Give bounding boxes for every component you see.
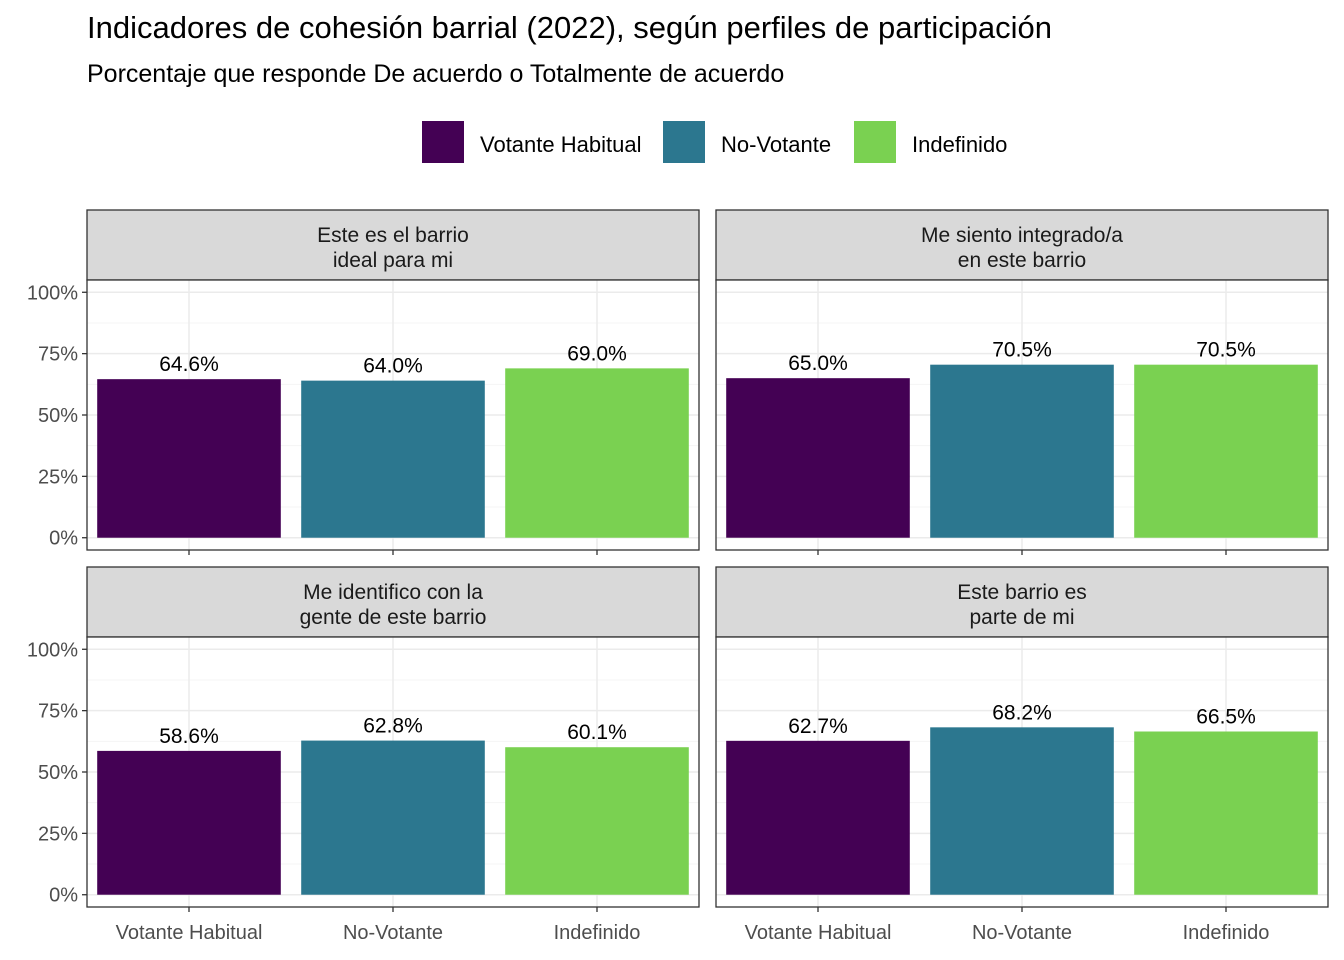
legend-swatch (422, 121, 464, 163)
bar-value-label: 58.6% (159, 725, 219, 748)
strip-label: Este barrio es (957, 581, 1087, 604)
bar (301, 380, 485, 538)
y-tick-label: 0% (49, 528, 78, 550)
y-tick-label: 50% (38, 405, 78, 427)
bar-value-label: 64.6% (159, 353, 219, 376)
bar-value-label: 70.5% (1196, 339, 1256, 362)
bar (97, 379, 281, 538)
y-tick-label: 100% (27, 282, 78, 304)
facet-panel: Me siento integrado/aen este barrio 65.0%… (715, 209, 1329, 555)
legend-item: Indefinido (854, 121, 1007, 163)
x-tick-label: Indefinido (554, 922, 641, 944)
legend-label: Indefinido (912, 132, 1007, 157)
x-tick-label: Indefinido (1183, 922, 1270, 944)
strip-label: parte de mi (969, 606, 1074, 629)
bar-value-label: 64.0% (363, 355, 423, 378)
y-tick-label: 0% (49, 885, 78, 907)
legend-label: Votante Habitual (480, 132, 641, 157)
strip-label: en este barrio (958, 249, 1086, 272)
x-tick-label: No-Votante (972, 922, 1072, 944)
strip-background (86, 566, 700, 638)
bar-value-label: 62.7% (788, 715, 848, 738)
strip-label: Me siento integrado/a (921, 224, 1123, 247)
strip-label: Este es el barrio (317, 224, 469, 247)
strip-background (715, 566, 1329, 638)
legend-swatch (663, 121, 705, 163)
bar-value-label: 65.0% (788, 352, 848, 375)
bar (1134, 364, 1318, 538)
legend-label: No-Votante (721, 132, 831, 157)
bar-value-label: 69.0% (567, 342, 627, 365)
y-tick-label: 25% (38, 823, 78, 845)
bar-value-label: 62.8% (363, 715, 423, 738)
strip-label: ideal para mi (333, 249, 453, 272)
bar-value-label: 60.1% (567, 721, 627, 744)
bar (505, 368, 689, 538)
y-tick-label: 50% (38, 762, 78, 784)
bar-value-label: 68.2% (992, 701, 1052, 724)
y-tick-label: 75% (38, 344, 78, 366)
bar (1134, 731, 1318, 895)
bar (726, 740, 910, 895)
bar (97, 750, 281, 895)
x-tick-label: No-Votante (343, 922, 443, 944)
chart-title: Indicadores de cohesión barrial (2022), … (87, 10, 1053, 45)
bar (726, 378, 910, 538)
bar (930, 727, 1114, 895)
x-tick-label: Votante Habitual (745, 922, 892, 944)
bar (930, 364, 1114, 538)
legend-item: No-Votante (663, 121, 831, 163)
y-tick-label: 25% (38, 466, 78, 488)
bar-value-label: 66.5% (1196, 706, 1256, 729)
y-tick-label: 75% (38, 701, 78, 723)
bar-value-label: 70.5% (992, 339, 1052, 362)
bar (505, 747, 689, 895)
legend-item: Votante Habitual (422, 121, 641, 163)
legend-swatch (854, 121, 896, 163)
chart-subtitle: Porcentaje que responde De acuerdo o Tot… (87, 60, 785, 88)
strip-label: Me identifico con la (303, 581, 483, 604)
bar (301, 740, 485, 895)
y-tick-label: 100% (27, 639, 78, 661)
x-tick-label: Votante Habitual (116, 922, 263, 944)
strip-label: gente de este barrio (300, 606, 487, 629)
